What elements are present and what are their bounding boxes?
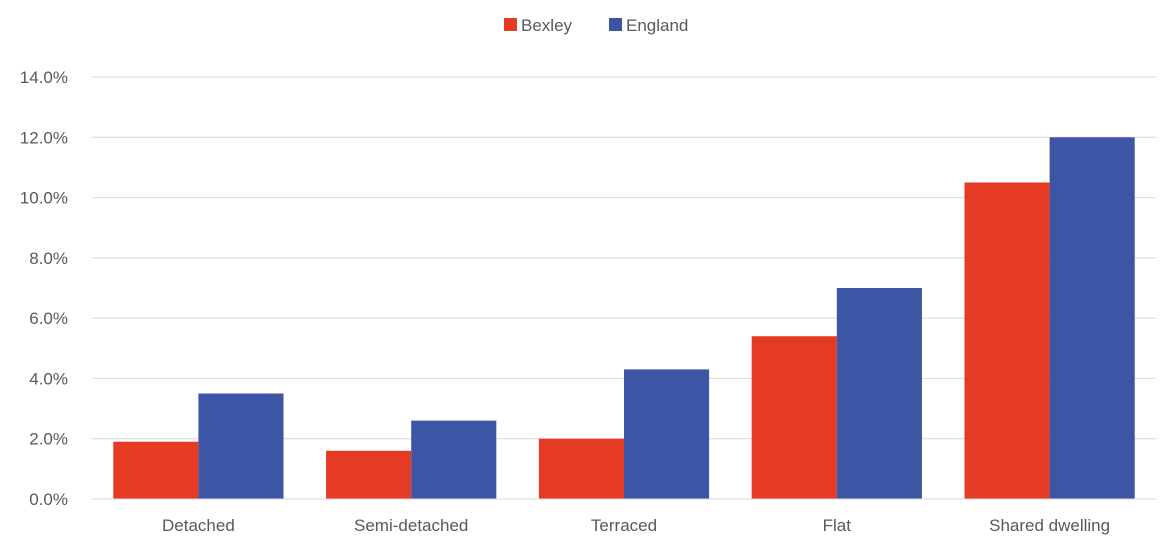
y-tick-label: 6.0% <box>29 309 68 328</box>
legend-label-england: England <box>626 16 688 35</box>
bar-england-semi-detached <box>411 420 497 499</box>
x-axis-ticks: Detached Semi-detached Terraced Flat Shared … <box>162 516 1110 535</box>
bar-england-shared-dwelling <box>1049 137 1135 500</box>
gridlines <box>92 76 1156 440</box>
x-tick-label: Semi-detached <box>354 516 468 535</box>
x-tick-label: Flat <box>823 516 852 535</box>
y-tick-label: 8.0% <box>29 249 68 268</box>
x-tick-label: Terraced <box>591 516 657 535</box>
bar-england-flat <box>836 288 922 499</box>
legend-label-bexley: Bexley <box>521 16 573 35</box>
legend-swatch-england <box>609 18 622 31</box>
y-tick-label: 2.0% <box>29 430 68 449</box>
bar-bexley-detached <box>113 441 199 499</box>
bar-bexley-flat <box>751 336 837 499</box>
y-tick-label: 4.0% <box>29 369 68 388</box>
y-tick-label: 14.0% <box>20 68 68 87</box>
y-axis-ticks: 0.0% 2.0% 4.0% 6.0% 8.0% 10.0% 12.0% 14.0% <box>20 68 68 509</box>
bars <box>113 137 1135 500</box>
x-tick-label: Detached <box>162 516 235 535</box>
legend: Bexley England <box>504 16 688 35</box>
y-tick-label: 12.0% <box>20 128 68 147</box>
bar-england-terraced <box>624 369 710 499</box>
y-tick-label: 0.0% <box>29 490 68 509</box>
bar-bexley-terraced <box>538 438 624 499</box>
y-tick-label: 10.0% <box>20 189 68 208</box>
x-tick-label: Shared dwelling <box>989 516 1110 535</box>
bar-england-detached <box>198 393 284 499</box>
bar-bexley-shared-dwelling <box>964 182 1050 499</box>
legend-swatch-bexley <box>504 18 517 31</box>
bar-bexley-semi-detached <box>326 450 412 499</box>
